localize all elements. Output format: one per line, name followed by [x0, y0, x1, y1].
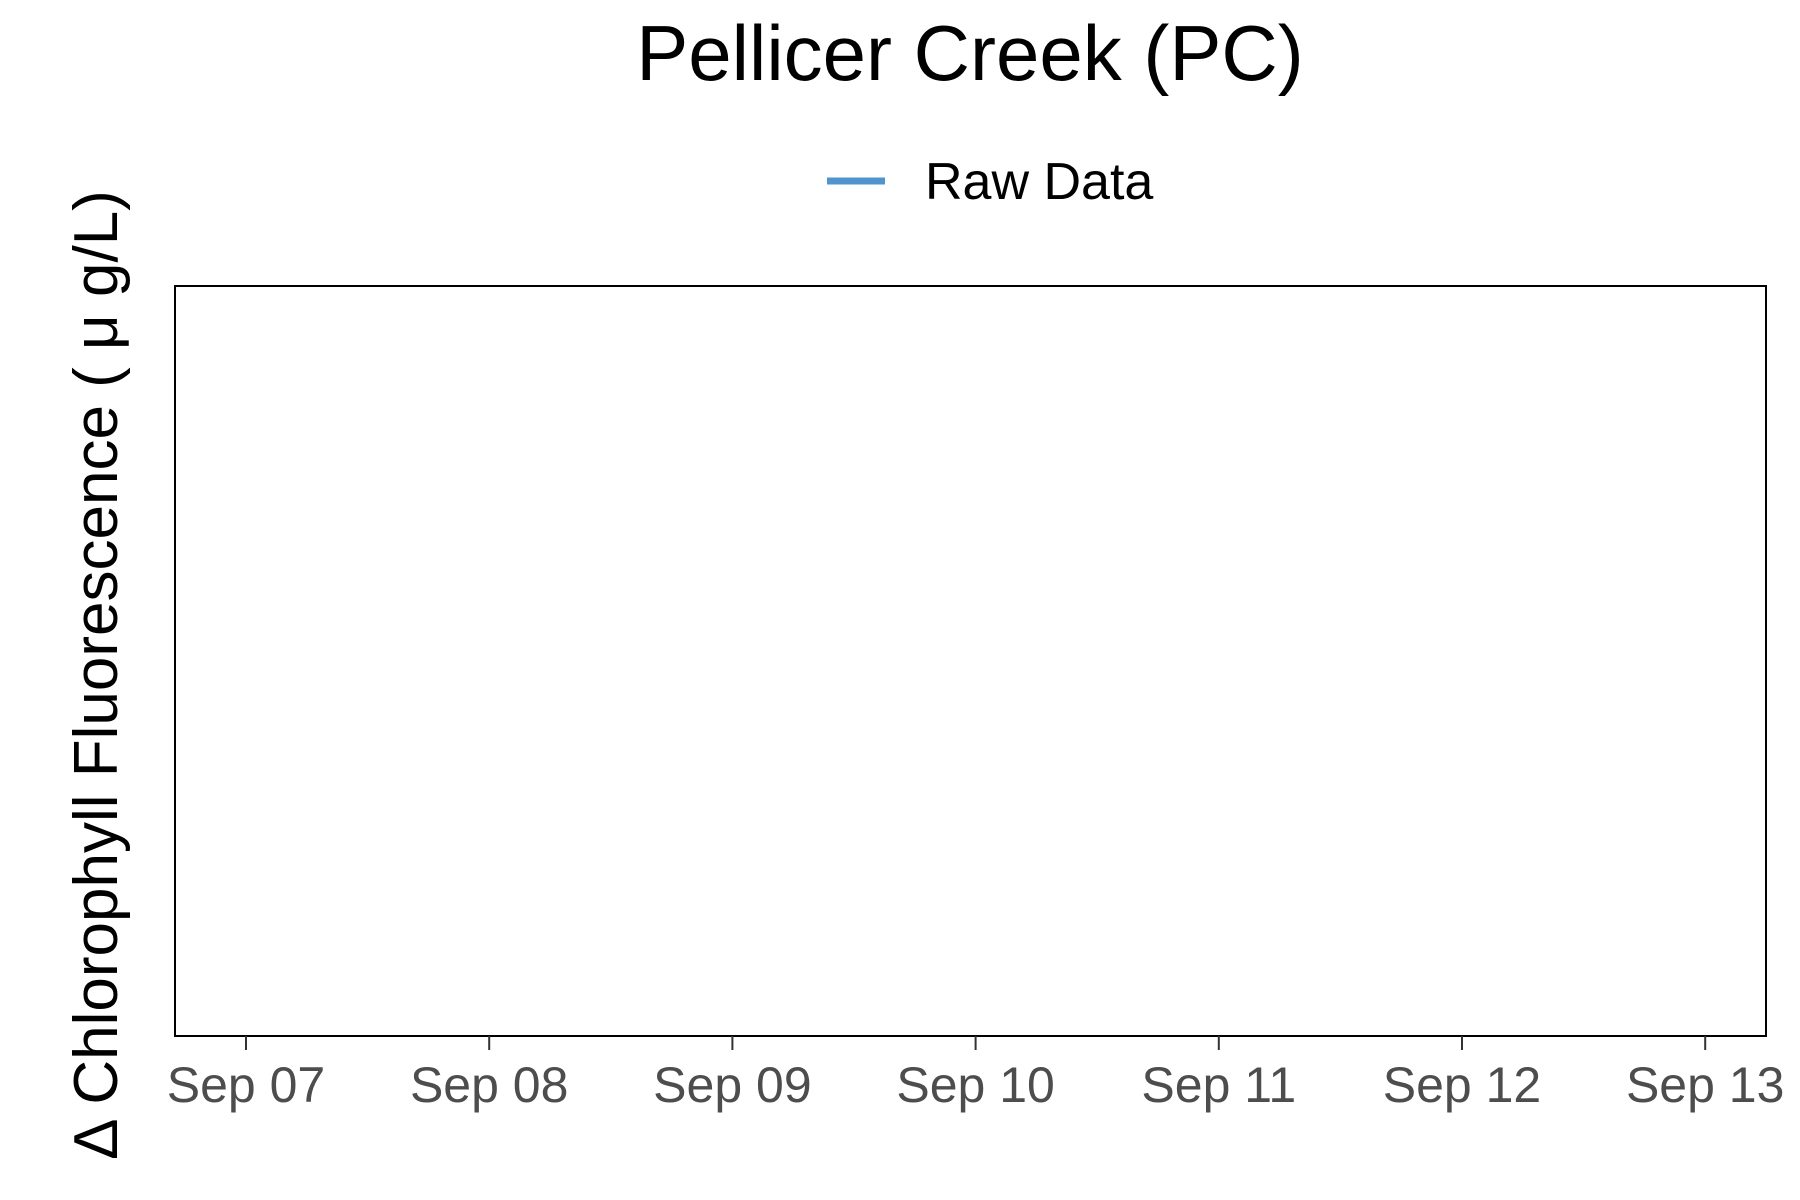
legend-label-raw-data: Raw Data [925, 153, 1153, 211]
x-tick-label: Sep 11 [1141, 1057, 1296, 1113]
plot-panel [174, 285, 1767, 1037]
y-axis-label: Δ Chlorophyll Fluorescence ( μ g/L) [62, 190, 131, 1160]
legend: Raw Data [827, 153, 1153, 211]
x-tick-label: Sep 07 [167, 1057, 325, 1113]
x-tick-label: Sep 09 [653, 1057, 811, 1113]
x-tick-label: Sep 10 [896, 1057, 1054, 1113]
x-axis-ticks: Sep 07 Sep 08 Sep 09 Sep 10 Sep 11 Sep 12 Sep … [167, 1036, 1784, 1113]
x-tick-label: Sep 13 [1626, 1057, 1784, 1113]
x-tick-label: Sep 08 [410, 1057, 568, 1113]
chart-title: Pellicer Creek (PC) [636, 9, 1303, 97]
x-tick-label: Sep 12 [1383, 1057, 1541, 1113]
